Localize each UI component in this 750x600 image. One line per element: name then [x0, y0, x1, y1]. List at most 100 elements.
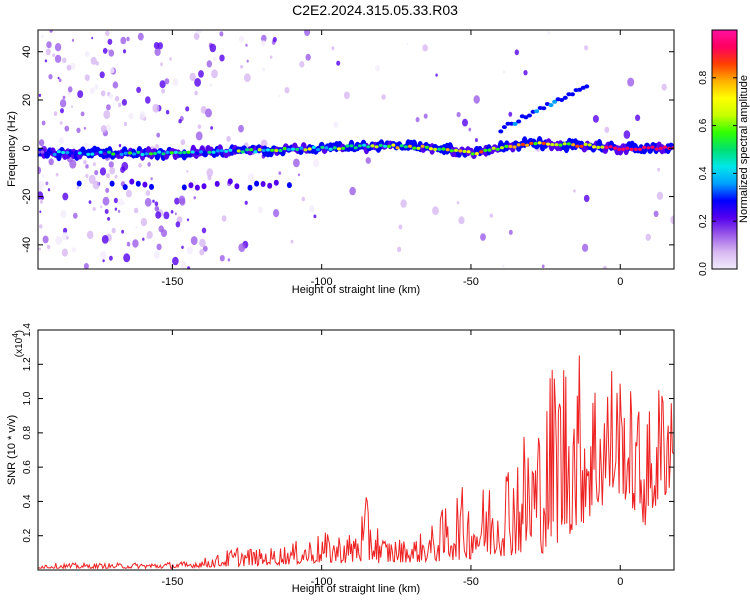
spectrogram-x-label: Height of straight line (km) — [292, 284, 420, 296]
spectrogram-ridge-core — [282, 146, 287, 151]
spectrogram-noise-blob — [106, 104, 111, 111]
spectrogram-noise-blob — [583, 194, 590, 203]
spectrogram-ridge-core — [462, 149, 467, 153]
spectrogram-ridge-core — [82, 150, 86, 154]
spectrogram-sideband-blob — [188, 182, 194, 189]
spectrogram-noise-blob — [207, 174, 212, 181]
spectrogram-noise-blob — [58, 137, 65, 145]
spectrogram-ridge-core — [61, 150, 66, 155]
snr-y-label: SNR (10 * v/v) — [6, 415, 18, 485]
spectrogram-noise-blob — [112, 81, 119, 89]
spectrogram-noise-blob — [89, 87, 95, 95]
snr-y-tick-label: 0.4 — [22, 494, 33, 508]
spectrogram-noise-blob — [406, 42, 409, 46]
spectrogram-ridge-core — [621, 147, 626, 151]
spectrogram-noise-blob — [541, 264, 545, 269]
spectrogram-noise-blob — [99, 71, 105, 79]
spectrogram-noise-blob — [76, 127, 81, 133]
spectrogram-ridge-core — [132, 152, 137, 156]
spectrogram-branch-blob — [584, 84, 590, 89]
spectrogram-y-tick-label: 20 — [21, 94, 33, 106]
spectrogram-ridge-core — [299, 146, 304, 150]
spectrogram-ridge-core — [328, 147, 333, 151]
spectrogram-ridge-core — [604, 145, 609, 149]
spectrogram-noise-blob — [55, 172, 59, 177]
spectrogram-noise-blob — [592, 115, 599, 123]
spectrogram-noise-blob — [153, 251, 160, 259]
spectrogram-noise-blob — [109, 255, 113, 261]
spectrogram-ridge-core — [366, 145, 371, 149]
spectrogram-noise-blob — [278, 171, 282, 175]
spectrogram-noise-blob — [86, 230, 94, 240]
spectrogram-ridge-core — [161, 152, 166, 156]
spectrogram-noise-blob — [59, 121, 63, 125]
spectrogram-branch-blob — [548, 103, 554, 108]
spectrogram-noise-blob — [304, 30, 311, 36]
spectrogram-noise-blob — [152, 199, 155, 203]
spectrogram-y-tick-label: 0 — [21, 145, 33, 151]
spectrogram-ridge-core — [52, 152, 57, 157]
spectrogram-branch-blob — [562, 95, 568, 100]
spectrogram-ridge-core — [483, 148, 488, 152]
spectrogram-noise-blob — [140, 217, 148, 227]
spectrogram-ridge-core — [378, 143, 383, 147]
spectrogram-noise-blob — [118, 143, 122, 148]
spectrogram-noise-blob — [187, 266, 191, 269]
spectrogram-ridge-core — [291, 147, 295, 151]
spectrogram-noise-blob — [92, 180, 100, 190]
spectrogram-frame — [37, 29, 675, 270]
spectrogram-branch-blob — [516, 119, 522, 124]
spectrogram-noise-blob — [193, 196, 196, 200]
spectrogram-noise-blob — [156, 207, 160, 211]
spectrogram-noise-blob — [76, 186, 79, 190]
spectrogram-noise-blob — [661, 83, 667, 91]
spectrogram-noise-blob — [172, 256, 179, 266]
spectrogram-noise-blob — [284, 87, 290, 94]
spectrogram-ridge-core — [211, 150, 216, 154]
spectrogram-noise-blob — [54, 43, 62, 52]
snr-x-ticks: -150 -100 -50 0 — [161, 330, 623, 588]
spectrogram-ridge-core — [650, 145, 655, 149]
spectrogram-noise-blob — [480, 233, 486, 241]
spectrogram-noise-blob — [435, 73, 438, 77]
spectrogram-noise-blob — [185, 106, 190, 112]
spectrogram-noise-blob — [209, 83, 213, 87]
spectrogram-ridge-core — [525, 143, 530, 147]
spectrogram-noise-blob — [117, 209, 121, 213]
spectrogram-noise-blob — [101, 235, 109, 244]
spectrogram-ridge-core — [353, 146, 358, 150]
spectrogram-noise-blob — [170, 210, 174, 214]
spectrogram-noise-blob — [100, 90, 106, 97]
spectrogram-noise-blob — [156, 243, 162, 251]
spectrogram-branch-blob — [541, 106, 547, 111]
spectrogram-noise-blob — [100, 251, 107, 260]
spectrogram-noise-blob — [137, 32, 144, 41]
spectrogram-ridge-core — [566, 142, 571, 146]
spectrogram-ridge-core — [44, 152, 49, 156]
spectrogram-sideband-blob — [260, 181, 266, 187]
spectrogram-noise-blob — [83, 263, 89, 269]
spectrogram-ridge-core — [190, 150, 195, 154]
spectrogram-noise-blob — [107, 38, 113, 45]
spectrogram-noise-blob — [48, 158, 54, 166]
spectrogram-noise-blob — [179, 198, 186, 206]
spectrogram-ridge-core — [245, 148, 249, 152]
spectrogram-noise-blob — [523, 70, 528, 76]
spectrogram-ridge-core — [94, 152, 99, 156]
spectrogram-noise-blob — [199, 249, 205, 256]
spectrogram-ridge-core — [474, 152, 479, 156]
snr-x-tick-label: -50 — [463, 576, 479, 588]
spectrogram-ridge-core — [148, 152, 153, 156]
spectrogram-ridge-core — [224, 149, 229, 153]
spectrogram-sideband-blob — [135, 180, 141, 187]
spectrogram-noise-blob — [415, 117, 420, 123]
spectrogram-ridge-core — [144, 152, 149, 156]
spectrogram-noise-blob — [547, 31, 550, 35]
spectrogram-noise-blob — [66, 236, 69, 240]
spectrogram-noise-blob — [205, 108, 212, 118]
spectrogram-noise-blob — [64, 125, 70, 132]
spectrogram-ridge-core — [178, 151, 183, 155]
spectrogram-noise-blob — [261, 40, 266, 46]
colorbar-tick-label: 0.8 — [698, 70, 709, 84]
spectrogram-noise-blob — [41, 174, 45, 178]
